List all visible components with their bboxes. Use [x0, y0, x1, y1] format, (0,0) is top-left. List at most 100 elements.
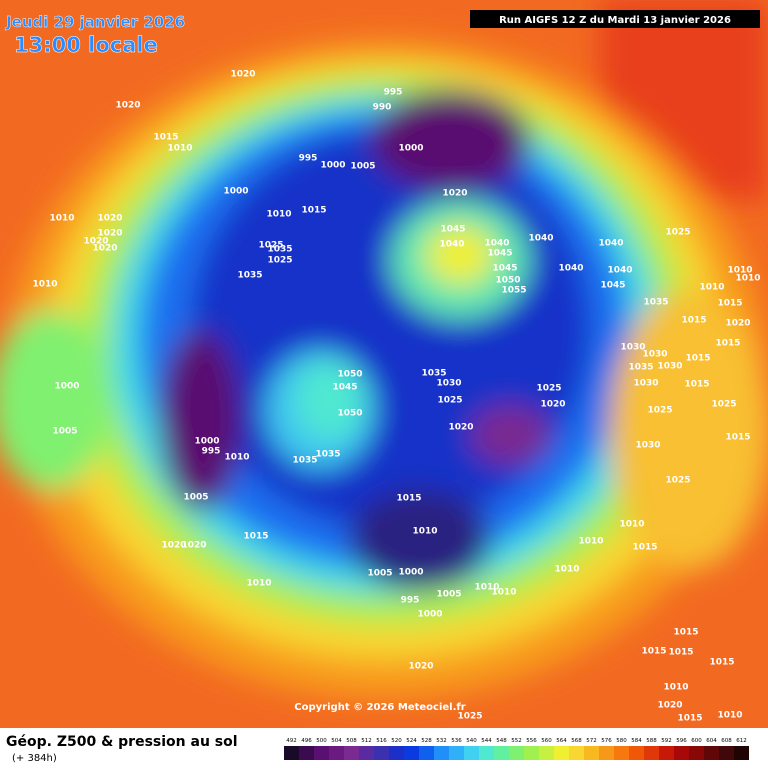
pressure-label: 1010 [49, 214, 74, 224]
scale-label: 540 [466, 738, 477, 744]
pressure-label: 1045 [492, 264, 517, 274]
scale-swatch [479, 746, 494, 760]
scale-label: 496 [301, 738, 312, 744]
scale-swatch [629, 746, 644, 760]
pressure-label: 1020 [230, 70, 255, 80]
pressure-label: 1015 [673, 628, 698, 638]
scale-label: 500 [316, 738, 327, 744]
scale-swatch [719, 746, 734, 760]
pressure-label: 1020 [181, 541, 206, 551]
pressure-label: 1040 [528, 234, 553, 244]
pressure-label: 1005 [52, 427, 77, 437]
pressure-label: 1010 [554, 565, 579, 575]
pressure-label: 1020 [540, 400, 565, 410]
scale-label: 536 [451, 738, 462, 744]
scale-swatch [614, 746, 629, 760]
pressure-label: 1015 [153, 133, 178, 143]
pressure-label: 1005 [436, 590, 461, 600]
pressure-label: 1015 [396, 494, 421, 504]
pressure-label: 1020 [115, 101, 140, 111]
scale-swatch [314, 746, 329, 760]
scale-label: 528 [421, 738, 432, 744]
pressure-label: 1045 [332, 383, 357, 393]
pressure-label: 1025 [437, 396, 462, 406]
pressure-label: 1020 [97, 229, 122, 239]
scale-label: 492 [286, 738, 297, 744]
pressure-label: 1015 [725, 433, 750, 443]
scale-swatch [659, 746, 674, 760]
scale-label: 520 [391, 738, 402, 744]
run-info: Run AIGFS 12 Z du Mardi 13 janvier 2026 [499, 15, 731, 26]
scale-swatch [734, 746, 749, 760]
scale-swatch [404, 746, 419, 760]
pressure-label: 1040 [484, 239, 509, 249]
pressure-label: 1025 [647, 406, 672, 416]
pressure-label: 1010 [32, 280, 57, 290]
pressure-label: 1020 [408, 662, 433, 672]
pressure-label: 1020 [92, 244, 117, 254]
pressure-label: 995 [401, 596, 420, 606]
scale-swatch [434, 746, 449, 760]
pressure-label: 1020 [657, 701, 682, 711]
pressure-label: 1020 [97, 214, 122, 224]
pressure-label: 1010 [167, 144, 192, 154]
pressure-label: 1020 [725, 319, 750, 329]
pressure-label: 1005 [350, 162, 375, 172]
pressure-label: 1010 [727, 266, 752, 276]
pressure-label: 1010 [717, 711, 742, 721]
scale-swatch [344, 746, 359, 760]
pressure-label: 1035 [237, 271, 262, 281]
pressure-label: 1020 [83, 237, 108, 247]
scale-label: 564 [556, 738, 567, 744]
scale-label: 556 [526, 738, 537, 744]
forecast-time: 13:00 locale [14, 33, 158, 57]
pressure-label: 1000 [223, 187, 248, 197]
scale-label: 548 [496, 738, 507, 744]
pressure-label: 1040 [439, 240, 464, 250]
pressure-label: 995 [299, 154, 318, 164]
pressure-label: 1015 [684, 380, 709, 390]
scale-swatch [389, 746, 404, 760]
scale-label: 600 [691, 738, 702, 744]
pressure-label: 1055 [501, 286, 526, 296]
pressure-label: 1000 [54, 382, 79, 392]
pressure-label: 1030 [642, 350, 667, 360]
pressure-label: 1005 [367, 569, 392, 579]
scale-swatch [374, 746, 389, 760]
pressure-label: 1030 [436, 379, 461, 389]
scale-label: 592 [661, 738, 672, 744]
scale-label: 532 [436, 738, 447, 744]
legend-title: Géop. Z500 & pression au sol [6, 734, 238, 750]
pressure-label: 1025 [267, 256, 292, 266]
scale-label: 512 [361, 738, 372, 744]
pressure-label: 1000 [194, 437, 219, 447]
pressure-label: 1015 [715, 339, 740, 349]
pressure-label: 1010 [619, 520, 644, 530]
pressure-label: 1010 [735, 274, 760, 284]
scale-swatch [329, 746, 344, 760]
scale-swatch [539, 746, 554, 760]
scale-label: 508 [346, 738, 357, 744]
pressure-label: 1020 [161, 541, 186, 551]
run-box [470, 10, 760, 28]
scale-swatch [509, 746, 524, 760]
pressure-label: 1045 [440, 225, 465, 235]
scale-swatch [299, 746, 314, 760]
pressure-label: 1040 [607, 266, 632, 276]
pressure-label: 1015 [685, 354, 710, 364]
scale-label: 612 [736, 738, 747, 744]
pressure-label: 1000 [398, 568, 423, 578]
pressure-label: 990 [373, 103, 392, 113]
pressure-label: 1010 [266, 210, 291, 220]
pressure-label: 1035 [315, 450, 340, 460]
pressure-label: 995 [384, 88, 403, 98]
pressure-label: 1015 [301, 206, 326, 216]
pressure-label: 1015 [668, 648, 693, 658]
pressure-label: 1000 [320, 161, 345, 171]
scale-label: 596 [676, 738, 687, 744]
pressure-label: 1015 [677, 714, 702, 724]
pressure-label: 1005 [183, 493, 208, 503]
pressure-label: 1010 [412, 527, 437, 537]
